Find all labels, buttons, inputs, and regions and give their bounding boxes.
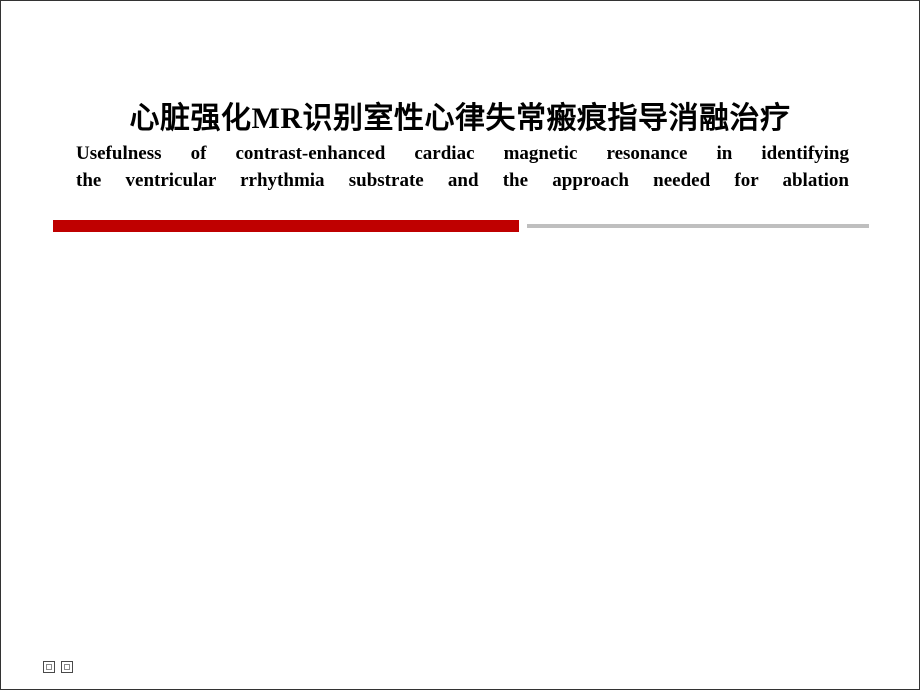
bullet-square-icon bbox=[61, 661, 73, 673]
title-english: Usefulness of contrast-enhanced cardiac … bbox=[76, 141, 849, 194]
bullet-square-icon bbox=[43, 661, 55, 673]
divider bbox=[53, 220, 869, 232]
divider-red bbox=[53, 220, 519, 232]
divider-gray bbox=[527, 224, 869, 228]
title-english-line2: the ventricular rrhythmia substrate and … bbox=[76, 168, 849, 195]
title-chinese: 心脏强化MR识别室性心律失常瘢痕指导消融治疗 bbox=[61, 93, 859, 137]
slide: 心脏强化MR识别室性心律失常瘢痕指导消融治疗 Usefulness of con… bbox=[0, 0, 920, 690]
title-english-line1: Usefulness of contrast-enhanced cardiac … bbox=[76, 141, 849, 168]
